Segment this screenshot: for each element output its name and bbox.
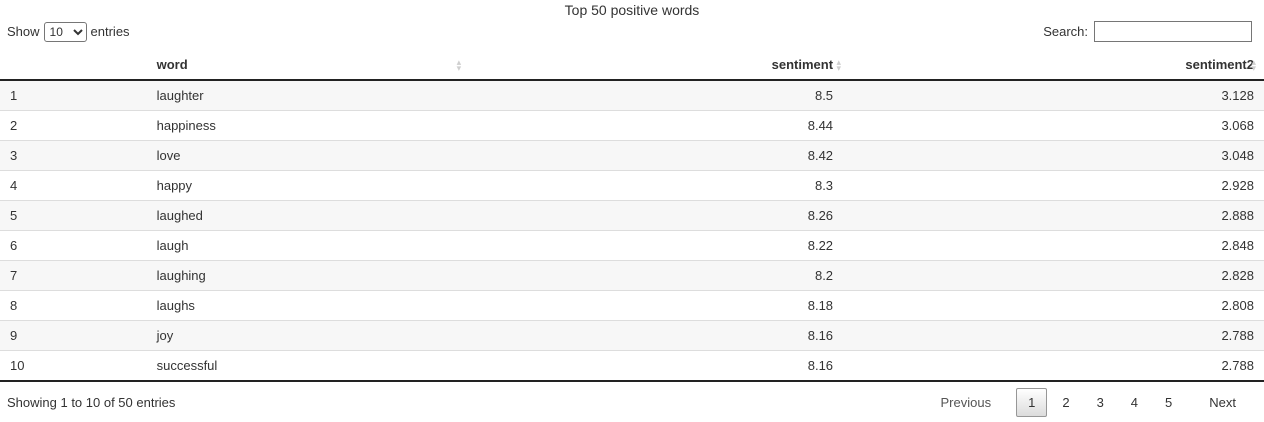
table-row: 9 joy 8.16 2.788 [0,320,1264,351]
column-header-sentiment[interactable]: sentiment ▴ ▾ [465,50,844,81]
table-row: 1 laughter 8.5 3.128 [0,80,1264,111]
table-footer: Showing 1 to 10 of 50 entries Previous 1 2… [0,382,1264,422]
table-info: Showing 1 to 10 of 50 entries [7,394,176,410]
cell-sentiment: 8.44 [465,110,844,141]
column-label: sentiment [771,57,834,72]
sort-icon: ▴ ▾ [836,56,842,73]
cell-sentiment: 8.22 [465,230,844,261]
cell-sentiment: 8.16 [465,320,844,351]
sort-asc-icon: ▴ [1251,56,1256,67]
cell-index: 3 [0,140,147,171]
page-length-control: Show 10 entries [7,21,130,42]
pagination-page-3[interactable]: 3 [1096,394,1104,410]
table-row: 4 happy 8.3 2.928 [0,170,1264,201]
cell-word: laugh [146,230,466,261]
table-header: word ▴ ▾ sentiment ▴ ▾ sentiment2 [0,50,1264,81]
cell-sentiment: 8.16 [465,350,844,382]
cell-word: happiness [146,110,466,141]
table-row: 3 love 8.42 3.048 [0,140,1264,171]
search-control: Search: [1043,21,1252,42]
cell-sentiment2: 3.068 [843,110,1264,141]
table-row: 10 successful 8.16 2.788 [0,350,1264,382]
cell-sentiment2: 2.788 [843,350,1264,382]
cell-index: 5 [0,200,147,231]
cell-index: 8 [0,290,147,321]
cell-word: laughed [146,200,466,231]
page-title: Top 50 positive words [564,2,700,18]
cell-index: 10 [0,350,147,382]
cell-index: 1 [10,88,18,103]
header-row: word ▴ ▾ sentiment ▴ ▾ sentiment2 [0,50,1264,81]
cell-sentiment2: 3.048 [843,140,1264,171]
sort-asc-icon: ▴ [456,56,462,67]
table-row: 2 happiness 8.44 3.068 [0,110,1264,141]
table-row: 8 laughs 8.18 2.808 [0,290,1264,321]
sort-desc-icon: ▾ [836,62,842,73]
table-row: 7 laughing 8.2 2.828 [0,260,1264,291]
cell-sentiment2: 2.808 [843,290,1264,321]
cell-sentiment2: 2.788 [843,320,1264,351]
cell-word: successful [146,350,466,382]
column-label: sentiment2 [1185,57,1254,72]
pagination-page-2[interactable]: 2 [1062,394,1070,410]
cell-word: laughing [146,260,466,291]
page-length-select[interactable]: 10 [43,21,87,42]
show-label: Show [7,24,40,39]
sort-desc-icon: ▾ [1251,62,1256,73]
cell-index: 9 [0,320,147,351]
pagination-previous-button[interactable]: Previous [940,394,992,410]
entries-label: entries [90,24,130,39]
cell-sentiment2: 3.128 [1221,88,1254,103]
cell-sentiment: 8.5 [814,88,834,103]
cell-word: laughter [156,88,204,103]
cell-index: 6 [0,230,147,261]
table-row: 5 laughed 8.26 2.888 [0,200,1264,231]
cell-sentiment: 8.3 [465,170,844,201]
column-header-sentiment2[interactable]: sentiment2 ▴ ▾ [843,50,1264,81]
cell-word: joy [146,320,466,351]
column-header-word[interactable]: word ▴ ▾ [146,50,466,81]
cell-word: happy [146,170,466,201]
cell-index: 7 [0,260,147,291]
table-row: 6 laugh 8.22 2.848 [0,230,1264,261]
pagination-page-5[interactable]: 5 [1165,394,1173,410]
cell-sentiment2: 2.928 [843,170,1264,201]
sort-asc-icon: ▴ [836,56,842,67]
pagination-next-button[interactable]: Next [1209,394,1236,410]
cell-word: love [146,140,466,171]
cell-sentiment: 8.42 [465,140,844,171]
cell-sentiment: 8.18 [465,290,844,321]
table-controls: Show 10 entries Search: [0,18,1264,50]
pagination: Previous 1 2 3 4 5 Next [926,387,1248,417]
cell-sentiment2: 2.828 [843,260,1264,291]
pagination-page-4[interactable]: 4 [1130,394,1139,410]
cell-sentiment2: 2.888 [843,200,1264,231]
pagination-page-1[interactable]: 1 [1016,387,1048,417]
search-label: Search: [1043,24,1088,39]
table-body: 1 laughter 8.5 3.128 2 happiness 8.44 3.068 3 lov… [0,80,1264,382]
column-header-index [0,50,147,81]
cell-sentiment: 8.26 [465,200,844,231]
search-input[interactable] [1094,21,1252,42]
cell-sentiment2: 2.848 [843,230,1264,261]
sort-icon: ▴ ▾ [456,56,462,73]
sort-icon: ▴ ▾ [1251,56,1256,73]
cell-sentiment: 8.2 [465,260,844,291]
words-table: word ▴ ▾ sentiment ▴ ▾ sentiment2 [0,50,1264,382]
sort-desc-icon: ▾ [456,62,462,73]
cell-index: 4 [0,170,147,201]
cell-word: laughs [146,290,466,321]
column-label: word [156,57,188,72]
cell-index: 2 [0,110,147,141]
